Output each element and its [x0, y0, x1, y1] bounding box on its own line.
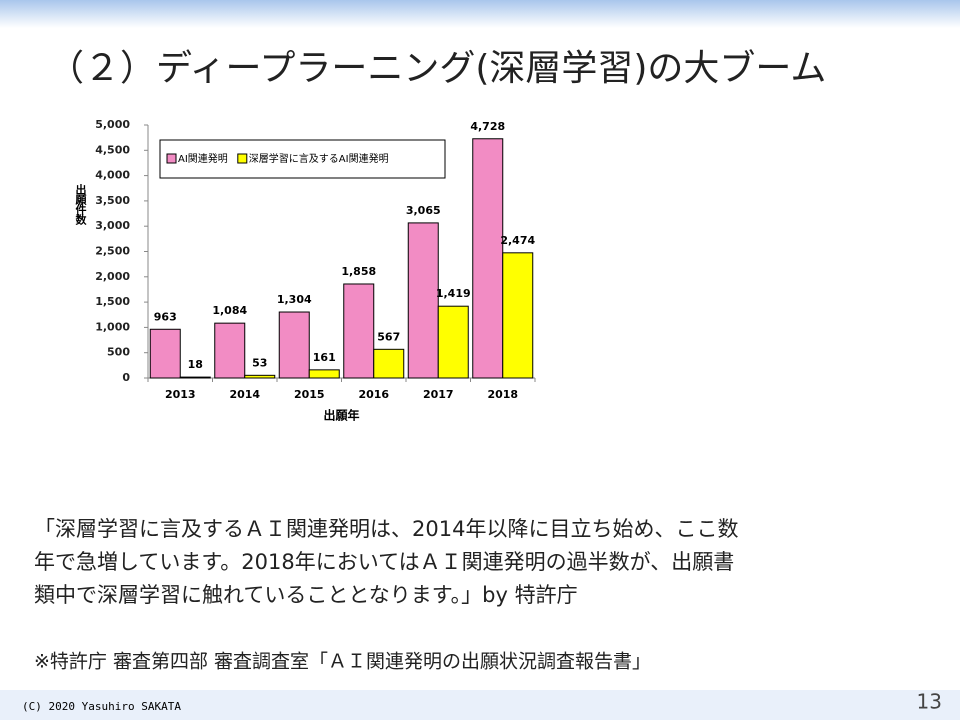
value-label: 18 [188, 358, 203, 371]
y-tick-label: 2,500 [95, 245, 130, 258]
bar [373, 348, 405, 379]
legend-swatch [237, 153, 248, 164]
bottom-band [0, 690, 960, 720]
source-note: ※特許庁 審査第四部 審査調査室「ＡＩ関連発明の出願状況調査報告書」 [34, 651, 651, 673]
value-label: 161 [313, 351, 336, 364]
y-tick-label: 5,000 [95, 118, 130, 131]
legend-label: AI関連発明 [178, 152, 228, 165]
value-label: 1,419 [436, 287, 471, 300]
x-tick-label: 2017 [423, 388, 454, 401]
bar [343, 283, 375, 379]
footer: (C) 2020 Yasuhiro SAKATA [22, 700, 181, 713]
y-tick-label: 0 [122, 371, 130, 384]
value-label: 53 [252, 356, 267, 369]
bar [149, 328, 181, 379]
top-band [0, 0, 960, 28]
legend-swatch [166, 153, 177, 164]
y-tick-label: 4,000 [95, 169, 130, 182]
x-tick-label: 2014 [229, 388, 260, 401]
slide-title: （２）ディープラーニング(深層学習)の大ブーム [48, 48, 826, 89]
quote-line: 「深層学習に言及するＡＩ関連発明は、2014年以降に目立ち始め、ここ数 [34, 517, 738, 541]
value-label: 1,084 [212, 304, 247, 317]
bar [407, 222, 439, 379]
value-label: 567 [377, 330, 400, 343]
bar [472, 138, 504, 379]
bar [278, 311, 310, 379]
value-label: 4,728 [470, 120, 505, 133]
y-tick-label: 500 [107, 346, 130, 359]
value-label: 963 [154, 310, 177, 323]
y-tick-label: 1,000 [95, 320, 130, 333]
y-tick-label: 3,000 [95, 219, 130, 232]
y-tick-label: 2,000 [95, 270, 130, 283]
x-axis-label: 出願年 [323, 408, 359, 423]
x-tick-label: 2016 [358, 388, 389, 401]
y-tick-label: 1,500 [95, 295, 130, 308]
bar [244, 374, 276, 379]
bar [437, 305, 469, 379]
y-tick-label: 3,500 [95, 194, 130, 207]
bar [308, 369, 340, 379]
x-tick-label: 2013 [165, 388, 196, 401]
x-tick-label: 2015 [294, 388, 325, 401]
legend-box [159, 139, 446, 179]
y-tick-label: 4,500 [95, 143, 130, 156]
y-axis-label: 出願件数 [74, 183, 87, 226]
value-label: 3,065 [406, 204, 441, 217]
x-tick-label: 2018 [487, 388, 518, 401]
value-label: 2,474 [500, 234, 535, 247]
quote-line: 年で急増しています。2018年においてはＡＩ関連発明の過半数が、出願書 [34, 550, 734, 574]
page-number: 13 [917, 690, 942, 714]
value-label: 1,304 [277, 293, 312, 306]
bar [502, 252, 534, 379]
bar [214, 322, 246, 379]
value-label: 1,858 [341, 265, 376, 278]
bar [179, 376, 211, 379]
legend-label: 深層学習に言及するAI関連発明 [249, 152, 389, 165]
chart: 0 500 1,000 1,500 2,000 2,500 3,000 3,500 4,000 4… [74, 118, 536, 423]
quote-line: 類中で深層学習に触れていることとなります。」by 特許庁 [34, 583, 578, 607]
